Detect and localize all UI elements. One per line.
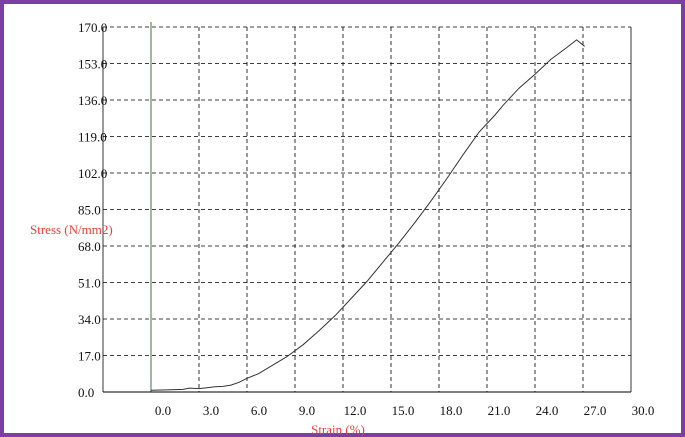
y-tick-label: 119.0	[78, 130, 107, 145]
x-tick-label: 6.0	[251, 403, 267, 418]
x-tick-label: 15.0	[392, 403, 415, 418]
x-tick-label: 27.0	[584, 403, 607, 418]
x-tick-label: 18.0	[440, 403, 463, 418]
x-tick-label: 21.0	[488, 403, 511, 418]
y-tick-label: 0.0	[78, 385, 94, 400]
stress-strain-series-line	[150, 39, 585, 391]
x-tick-label: 24.0	[536, 403, 559, 418]
x-tick-label: 30.0	[632, 403, 655, 418]
y-tick-label: 68.0	[78, 239, 101, 254]
y-tick-label: 17.0	[78, 349, 101, 364]
y-tick-label: 136.0	[78, 93, 107, 108]
y-tick-labels: 0.0 17.0 34.0 51.0 68.0 85.0 102.0 119.0 136.0 15…	[78, 20, 107, 400]
x-axis-label: Strain (%)	[311, 422, 365, 437]
y-tick-label: 51.0	[78, 276, 101, 291]
y-tick-label: 34.0	[78, 312, 101, 327]
x-tick-label: 12.0	[344, 403, 367, 418]
y-axis-label: Stress (N/mm2)	[30, 222, 113, 237]
y-tick-label: 153.0	[78, 57, 107, 72]
grid-lines	[102, 26, 632, 392]
y-tick-label: 170.0	[78, 20, 107, 35]
x-tick-label: 3.0	[203, 403, 219, 418]
x-tick-label: 9.0	[299, 403, 315, 418]
x-tick-label: 0.0	[155, 403, 171, 418]
x-tick-labels: 0.0 3.0 6.0 9.0 12.0 15.0 18.0 21.0 24.0 27.0 30.0	[155, 403, 655, 418]
y-tick-label: 85.0	[78, 203, 101, 218]
y-tick-label: 102.0	[78, 166, 107, 181]
